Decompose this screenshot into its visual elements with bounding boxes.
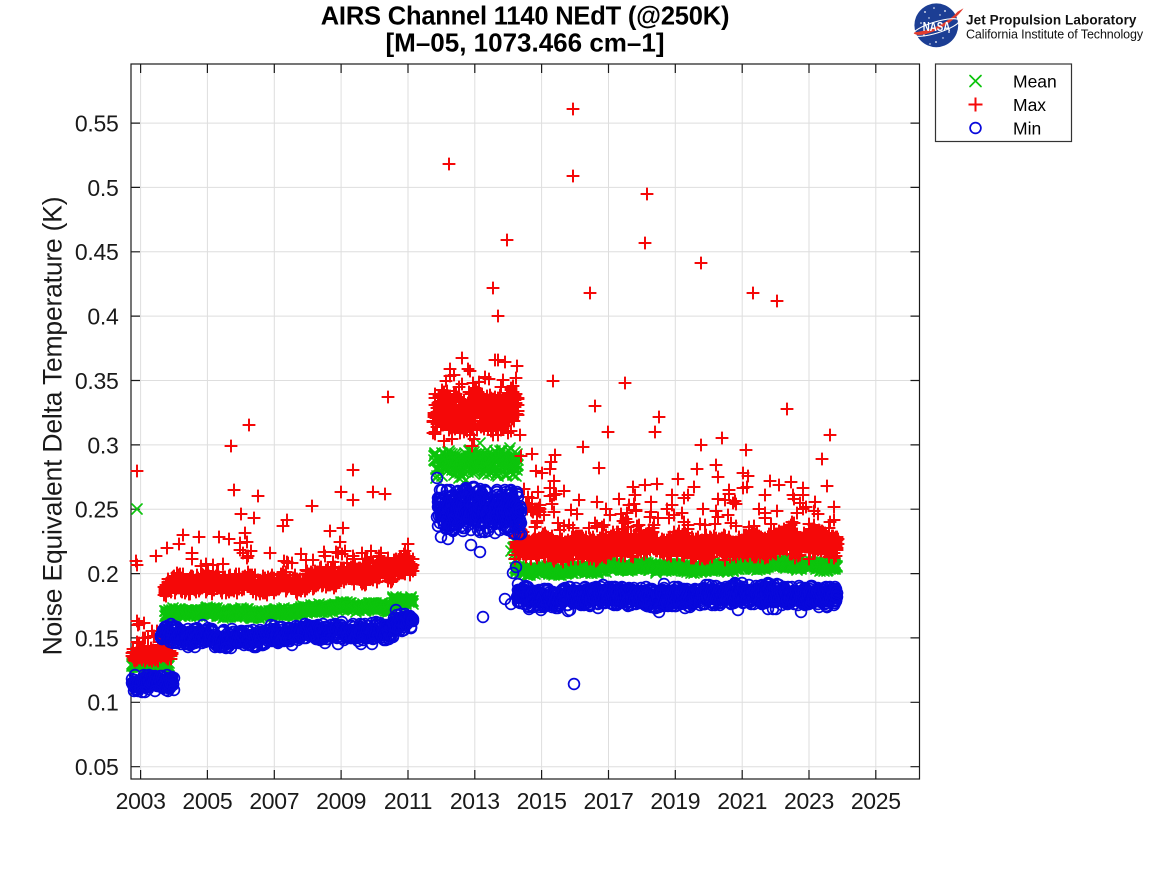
- svg-text:2017: 2017: [584, 788, 634, 814]
- svg-text:0.45: 0.45: [75, 239, 119, 265]
- svg-text:0.55: 0.55: [75, 111, 119, 137]
- svg-text:0.05: 0.05: [75, 754, 119, 780]
- svg-text:Mean: Mean: [1013, 72, 1057, 92]
- svg-text:2015: 2015: [517, 788, 567, 814]
- svg-text:0.25: 0.25: [75, 497, 119, 523]
- svg-text:California Institute of Techno: California Institute of Technology: [966, 28, 1144, 42]
- svg-text:0.2: 0.2: [87, 561, 118, 587]
- svg-text:0.15: 0.15: [75, 625, 119, 651]
- svg-text:2021: 2021: [717, 788, 767, 814]
- svg-text:2025: 2025: [851, 788, 901, 814]
- svg-text:Jet Propulsion Laboratory: Jet Propulsion Laboratory: [966, 13, 1137, 28]
- svg-text:Max: Max: [1013, 95, 1046, 115]
- svg-text:AIRS Channel 1140 NEdT (@250K): AIRS Channel 1140 NEdT (@250K): [321, 3, 730, 31]
- svg-text:2011: 2011: [384, 788, 432, 814]
- svg-text:0.1: 0.1: [87, 690, 118, 716]
- svg-text:[M–05, 1073.466 cm–1]: [M–05, 1073.466 cm–1]: [386, 28, 665, 58]
- svg-text:2005: 2005: [182, 788, 232, 814]
- svg-text:2013: 2013: [450, 788, 500, 814]
- svg-text:2019: 2019: [650, 788, 700, 814]
- svg-text:0.4: 0.4: [87, 304, 119, 330]
- svg-text:2003: 2003: [116, 788, 166, 814]
- svg-text:Min: Min: [1013, 119, 1041, 139]
- svg-text:2009: 2009: [316, 788, 366, 814]
- svg-text:0.3: 0.3: [87, 432, 118, 458]
- svg-text:NASA: NASA: [923, 21, 951, 34]
- svg-text:2007: 2007: [249, 788, 299, 814]
- svg-text:0.5: 0.5: [87, 175, 118, 201]
- svg-text:Noise Equivalent Delta Tempera: Noise Equivalent Delta Temperature (K): [38, 197, 68, 656]
- svg-text:0.35: 0.35: [75, 368, 119, 394]
- svg-text:2023: 2023: [784, 788, 834, 814]
